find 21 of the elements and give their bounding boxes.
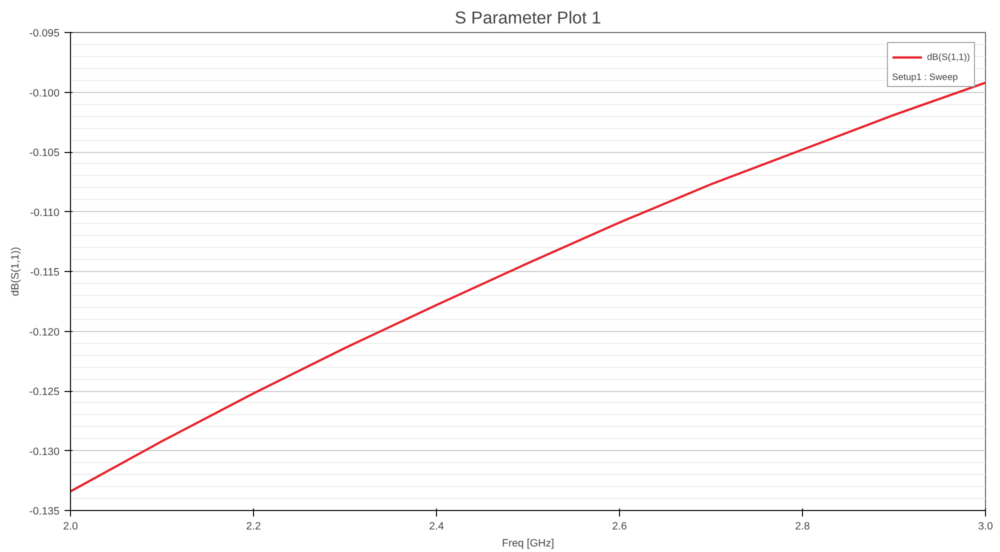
x-tick-label: 2.0 bbox=[63, 520, 78, 532]
x-tick-label: 2.4 bbox=[429, 520, 444, 532]
x-axis-title: Freq [GHz] bbox=[502, 538, 554, 550]
y-tick-label: -0.110 bbox=[30, 206, 60, 219]
y-tick-label: -0.105 bbox=[29, 147, 60, 159]
y-axis-title: dB(S(1,1)) bbox=[9, 246, 22, 296]
y-tick-label: -0.100 bbox=[29, 87, 60, 100]
y-tick-label: -0.115 bbox=[30, 266, 60, 278]
y-tick-label: -0.095 bbox=[29, 28, 60, 40]
y-tick-label: -0.125 bbox=[29, 386, 60, 398]
y-tick-label: -0.130 bbox=[29, 446, 60, 458]
y-tick-label: -0.135 bbox=[29, 506, 60, 518]
line-series bbox=[70, 82, 986, 492]
chart-title: S Parameter Plot 1 bbox=[454, 8, 602, 28]
x-tick-label: 2.8 bbox=[795, 520, 810, 532]
x-tick-label: 3.0 bbox=[978, 520, 993, 532]
x-tick-label: 2.6 bbox=[612, 520, 627, 532]
x-tick-label: 2.2 bbox=[246, 520, 261, 532]
legend-title: Setup1 : Sweep bbox=[892, 72, 959, 82]
y-tick-label: -0.120 bbox=[29, 326, 60, 338]
legend-label: dB(S(1,1)) bbox=[926, 52, 970, 62]
